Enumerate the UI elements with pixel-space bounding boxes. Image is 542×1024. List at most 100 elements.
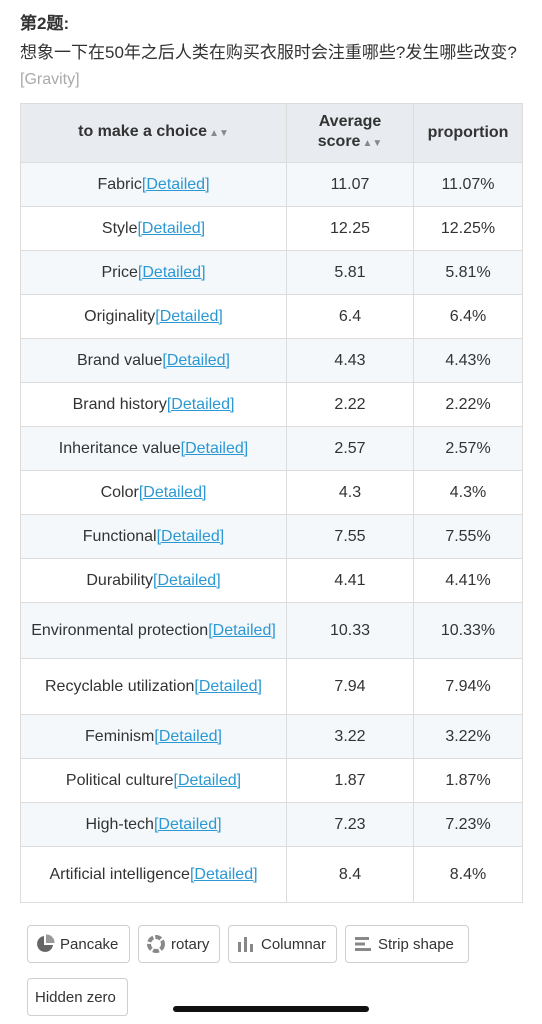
- proportion-cell: 1.87%: [413, 758, 523, 803]
- results-table: to make a choice ▲▼ Average score ▲▼ propo…: [20, 103, 523, 903]
- proportion-cell: 7.55%: [413, 514, 523, 559]
- table-row: Style[Detailed] 12.25 12.25%: [20, 206, 523, 251]
- detailed-link[interactable]: [Detailed]: [189, 866, 258, 883]
- proportion-cell: 8.4%: [413, 846, 523, 903]
- column-header-score[interactable]: Average score ▲▼: [286, 103, 414, 163]
- choice-cell: Feminism[Detailed]: [20, 714, 287, 759]
- table-row: Price[Detailed] 5.81 5.81%: [20, 250, 523, 295]
- score-cell: 4.43: [286, 338, 414, 383]
- choice-label: High-tech: [85, 816, 154, 833]
- score-cell: 7.23: [286, 802, 414, 847]
- proportion-cell: 4.43%: [413, 338, 523, 383]
- table-header-row: to make a choice ▲▼ Average score ▲▼ propo…: [20, 103, 523, 163]
- score-cell: 11.07: [286, 162, 414, 207]
- score-cell: 6.4: [286, 294, 414, 339]
- sort-icon[interactable]: ▲▼: [209, 128, 229, 139]
- rotary-button[interactable]: rotary: [138, 925, 220, 963]
- strip-shape-button[interactable]: Strip shape: [345, 925, 469, 963]
- table-row: Political culture[Detailed] 1.87 1.87%: [20, 758, 523, 803]
- score-cell: 2.57: [286, 426, 414, 471]
- detailed-link[interactable]: [Detailed]: [155, 308, 223, 325]
- detailed-link[interactable]: [Detailed]: [138, 484, 207, 501]
- proportion-cell: 4.3%: [413, 470, 523, 515]
- choice-cell: Environmental protection[Detailed]: [20, 602, 287, 659]
- table-row: Color[Detailed] 4.3 4.3%: [20, 470, 523, 515]
- choice-label: Brand history: [72, 396, 167, 413]
- score-cell: 1.87: [286, 758, 414, 803]
- proportion-cell: 2.57%: [413, 426, 523, 471]
- choice-label: Style: [101, 220, 138, 237]
- choice-cell: Originality[Detailed]: [20, 294, 287, 339]
- proportion-cell: 3.22%: [413, 714, 523, 759]
- score-cell: 10.33: [286, 602, 414, 659]
- detailed-link[interactable]: [Detailed]: [153, 572, 221, 589]
- choice-cell: Color[Detailed]: [20, 470, 287, 515]
- score-cell: 4.3: [286, 470, 414, 515]
- column-header-proportion: proportion: [413, 103, 523, 163]
- choice-label: Recyclable utilization: [45, 678, 195, 695]
- ring-chart-icon: [146, 934, 166, 954]
- choice-label: Originality: [84, 308, 156, 325]
- choice-label: Brand value: [77, 352, 163, 369]
- detailed-link[interactable]: [Detailed]: [162, 352, 230, 369]
- table-row: Inheritance value[Detailed] 2.57 2.57%: [20, 426, 523, 471]
- table-row: Feminism[Detailed] 3.22 3.22%: [20, 714, 523, 759]
- score-cell: 4.41: [286, 558, 414, 603]
- choice-label: Color: [100, 484, 139, 501]
- sort-icon[interactable]: ▲▼: [362, 138, 383, 149]
- detailed-link[interactable]: [Detailed]: [194, 678, 262, 695]
- table-row: Brand history[Detailed] 2.22 2.22%: [20, 382, 523, 427]
- hidden-zero-button[interactable]: Hidden zero: [27, 978, 128, 1016]
- choice-label: Political culture: [65, 772, 174, 789]
- detailed-link[interactable]: [Detailed]: [154, 728, 222, 745]
- question-number: 第2题:: [20, 14, 70, 33]
- proportion-cell: 7.23%: [413, 802, 523, 847]
- detailed-link[interactable]: [Detailed]: [137, 220, 206, 237]
- choice-label: Environmental protection: [31, 622, 209, 639]
- detailed-link[interactable]: [Detailed]: [156, 528, 225, 545]
- choice-label: Feminism: [85, 728, 155, 745]
- score-cell: 7.55: [286, 514, 414, 559]
- detailed-link[interactable]: [Detailed]: [137, 264, 206, 281]
- choice-cell: Inheritance value[Detailed]: [20, 426, 287, 471]
- column-header-choice[interactable]: to make a choice ▲▼: [20, 103, 287, 163]
- choice-cell: Fabric[Detailed]: [20, 162, 287, 207]
- detailed-link[interactable]: [Detailed]: [166, 396, 235, 413]
- table-row: Durability[Detailed] 4.41 4.41%: [20, 558, 523, 603]
- proportion-cell: 11.07%: [413, 162, 523, 207]
- choice-cell: Durability[Detailed]: [20, 558, 287, 603]
- table-row: Fabric[Detailed] 11.07 11.07%: [20, 162, 523, 207]
- choice-cell: Brand value[Detailed]: [20, 338, 287, 383]
- table-row: Environmental protection[Detailed] 10.33 1…: [20, 602, 523, 659]
- proportion-cell: 2.22%: [413, 382, 523, 427]
- table-row: Originality[Detailed] 6.4 6.4%: [20, 294, 523, 339]
- score-cell: 12.25: [286, 206, 414, 251]
- choice-label: Artificial intelligence: [49, 866, 190, 883]
- score-cell: 2.22: [286, 382, 414, 427]
- choice-cell: Style[Detailed]: [20, 206, 287, 251]
- pancake-button[interactable]: Pancake: [27, 925, 130, 963]
- home-indicator[interactable]: [173, 1006, 369, 1012]
- question-title: 想象一下在50年之后人类在购买衣服时会注重哪些?发生哪些改变?: [20, 43, 517, 62]
- proportion-cell: 7.94%: [413, 658, 523, 715]
- choice-label: Inheritance value: [58, 440, 181, 457]
- choice-cell: Price[Detailed]: [20, 250, 287, 295]
- table-row: Recyclable utilization[Detailed] 7.94 7.94…: [20, 658, 523, 715]
- question-header: 第2题: 想象一下在50年之后人类在购买衣服时会注重哪些?发生哪些改变? [Gr…: [20, 12, 530, 93]
- detailed-link[interactable]: [Detailed]: [208, 622, 276, 639]
- columnar-button[interactable]: Columnar: [228, 925, 337, 963]
- column-chart-icon: [236, 934, 256, 954]
- proportion-cell: 5.81%: [413, 250, 523, 295]
- detailed-link[interactable]: [Detailed]: [141, 176, 210, 193]
- detailed-link[interactable]: [Detailed]: [153, 816, 222, 833]
- choice-label: Durability: [86, 572, 154, 589]
- proportion-cell: 12.25%: [413, 206, 523, 251]
- proportion-cell: 4.41%: [413, 558, 523, 603]
- detailed-link[interactable]: [Detailed]: [173, 772, 242, 789]
- score-cell: 5.81: [286, 250, 414, 295]
- table-body: Fabric[Detailed] 11.07 11.07% Style[Detaile…: [20, 162, 523, 903]
- choice-label: Price: [101, 264, 138, 281]
- detailed-link[interactable]: [Detailed]: [180, 440, 249, 457]
- choice-cell: High-tech[Detailed]: [20, 802, 287, 847]
- choice-cell: Recyclable utilization[Detailed]: [20, 658, 287, 715]
